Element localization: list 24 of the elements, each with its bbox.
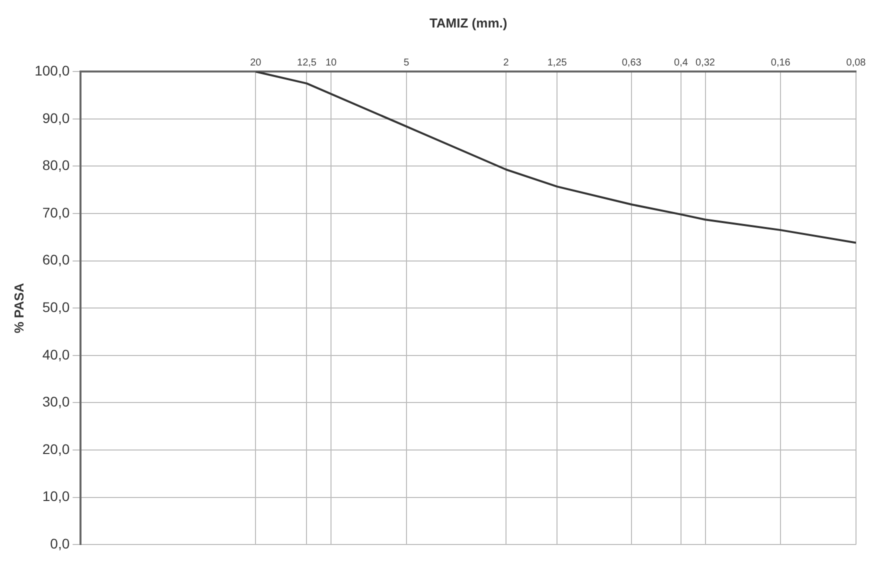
x-tick-label: 10	[325, 57, 337, 68]
y-tick-label: 20,0	[42, 440, 70, 457]
x-tick-label: 0,08	[846, 57, 866, 68]
x-tick-label: 0,63	[622, 57, 642, 68]
x-tick-label: 1,25	[547, 57, 568, 68]
x-tick-label: 0,16	[770, 57, 791, 68]
y-tick-label: 10,0	[42, 488, 70, 504]
y-tick-label: 40,0	[42, 346, 70, 362]
x-tick-label: 12,5	[297, 57, 317, 68]
x-tick-label: 0,4	[674, 57, 688, 68]
x-tick-label: 20	[250, 57, 262, 68]
x-tick-label: 2	[503, 57, 510, 68]
y-tick-label: 80,0	[42, 157, 70, 174]
y-tick-label: 30,0	[42, 394, 70, 410]
y-tick-label: 90,0	[42, 110, 70, 126]
y-tick-label: 70,0	[42, 204, 70, 220]
x-tick-label: 5	[404, 57, 410, 68]
y-tick-label: 60,0	[42, 252, 70, 268]
y-axis-title: % PASA	[11, 282, 26, 334]
x-tick-label: 0,32	[696, 57, 716, 68]
y-tick-label: 50,0	[42, 298, 70, 315]
y-tick-label: 100,0	[34, 62, 70, 78]
y-tick-label: 0,0	[50, 535, 70, 552]
x-axis-title: TAMIZ (mm.)	[429, 15, 508, 30]
